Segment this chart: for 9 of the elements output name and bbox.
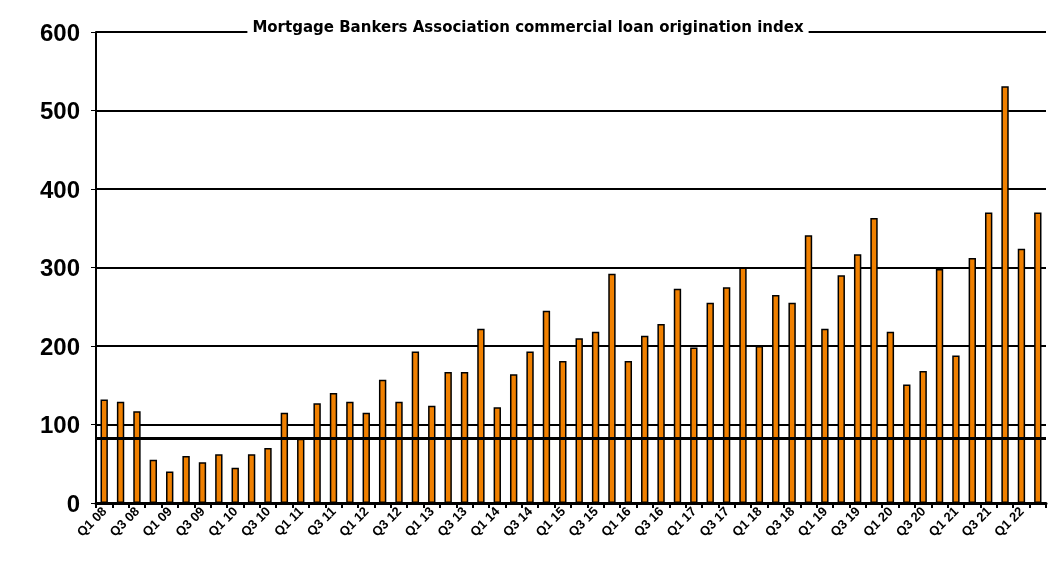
y-tick-label: 200 <box>39 332 80 360</box>
x-tick-label: Q1 22 <box>991 503 1027 540</box>
chart-title: Mortgage Bankers Association commercial loan origination index <box>252 17 804 36</box>
y-tick-label: 100 <box>39 411 80 438</box>
y-tick-label: 500 <box>39 97 80 124</box>
y-tick-label: 300 <box>39 254 80 281</box>
y-tick-label: 0 <box>66 489 80 517</box>
y-tick-label: 400 <box>39 175 80 203</box>
y-tick-label: 600 <box>39 18 80 46</box>
